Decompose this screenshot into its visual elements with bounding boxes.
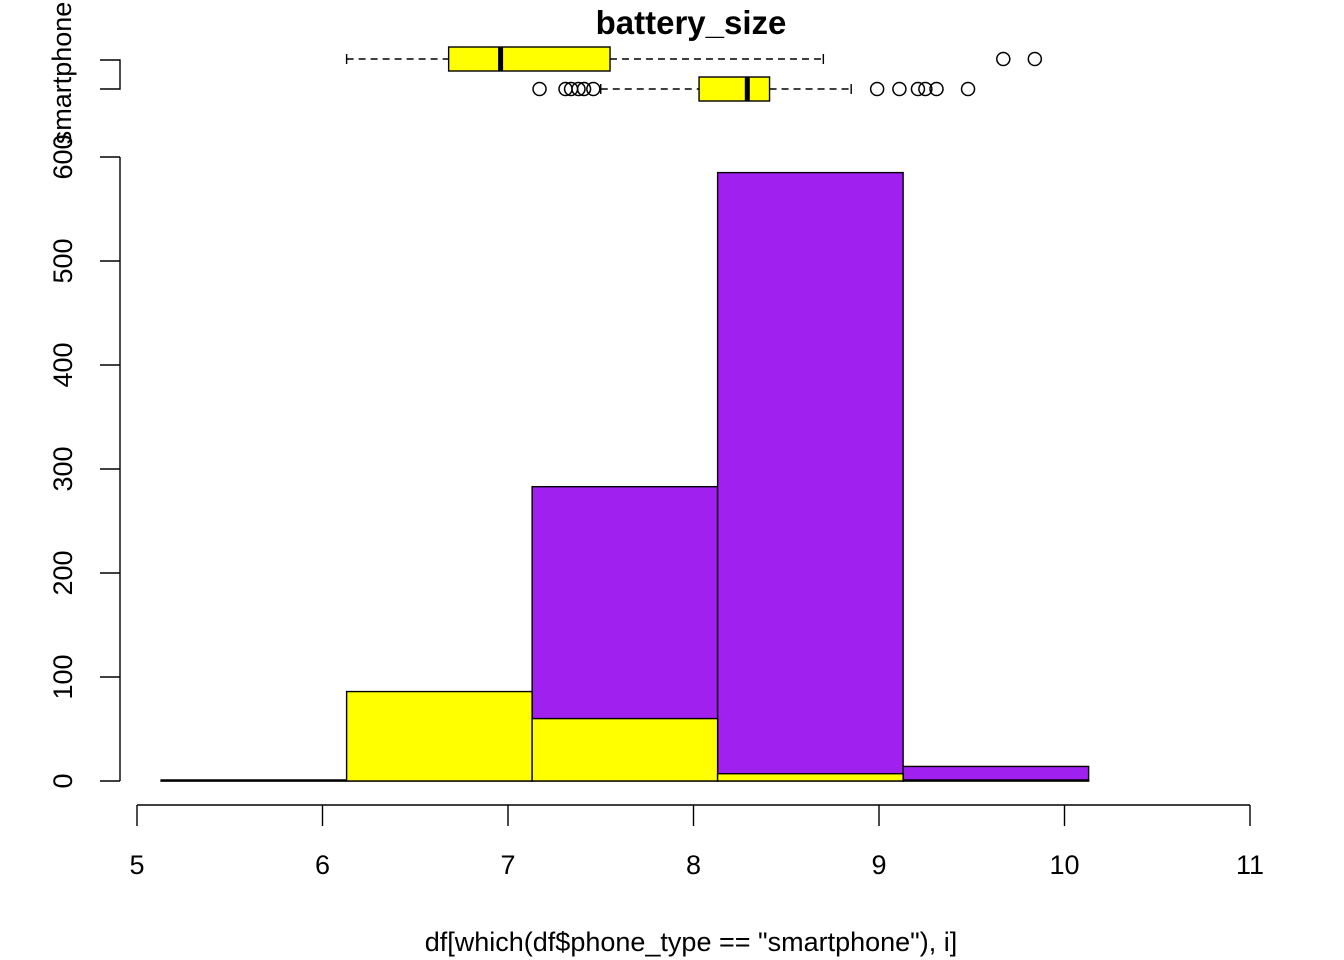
group-label: smartphone <box>47 2 77 145</box>
x-tick-label: 10 <box>1049 850 1079 880</box>
box-outlier-point <box>929 81 944 97</box>
y-tick-label: 100 <box>48 654 78 699</box>
x-tick-label: 5 <box>129 850 144 880</box>
y-tick-label: 400 <box>48 342 78 387</box>
box-outlier-point <box>532 81 547 97</box>
y-tick-label: 300 <box>48 446 78 491</box>
box-outlier-point <box>910 81 926 97</box>
boxplot-panel <box>100 46 1043 102</box>
x-tick-label: 9 <box>871 850 886 880</box>
x-axis-label: df[which(df$phone_type == "smartphone"),… <box>425 927 958 957</box>
x-tick-label: 8 <box>686 850 701 880</box>
chart-title: battery_size <box>596 4 787 41</box>
box-outlier-point <box>869 81 885 97</box>
hist-bar-series1-bin4 <box>902 779 1090 782</box>
hist-bar-series0-bin3 <box>716 171 904 782</box>
box-outlier-point <box>1027 51 1043 67</box>
axes: 0 100 200 300 400 500 600 5 6 7 8 9 10 11 <box>48 134 1264 880</box>
box-outlier-point <box>586 81 601 97</box>
x-tick-label: 7 <box>500 850 515 880</box>
hist-bar-series0-bin4 <box>902 765 1090 782</box>
box-outlier-point <box>960 81 976 97</box>
box-outlier-point <box>918 81 933 97</box>
boxplot-axis-bracket <box>100 59 121 90</box>
hist-bar-series1-bin3 <box>716 773 904 782</box>
hist-bar-series1-bin1 <box>345 690 533 782</box>
histogram-panel <box>160 171 1090 782</box>
x-tick-label: 11 <box>1236 850 1264 880</box>
y-tick-label: 600 <box>48 134 78 179</box>
hist-bar-series1-bin2 <box>531 717 719 782</box>
box-outlier-point <box>576 81 592 97</box>
box-outlier-point <box>892 81 907 97</box>
box-iqr <box>698 76 771 102</box>
y-tick-label: 0 <box>48 773 78 788</box>
hist-bar-series1-bin0 <box>160 779 348 782</box>
y-tick-label: 500 <box>48 238 78 283</box>
box-outlier-point <box>996 51 1011 67</box>
y-tick-label: 200 <box>48 550 78 595</box>
box-iqr <box>447 46 611 72</box>
box-outlier-point <box>571 81 586 97</box>
x-tick-label: 6 <box>315 850 330 880</box>
